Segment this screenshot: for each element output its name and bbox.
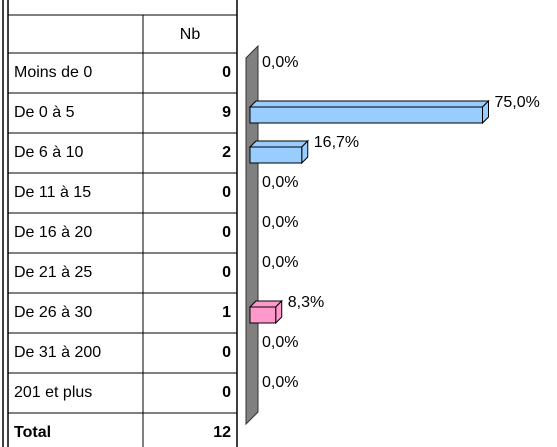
row-label: De 26 à 30 (14, 304, 92, 321)
row-count: 0 (222, 64, 231, 81)
row-count: 1 (222, 304, 231, 321)
row-label: De 6 à 10 (14, 144, 83, 161)
value-label: 0,0% (262, 334, 298, 351)
bar-top (248, 100, 490, 108)
row-label: Total (14, 424, 51, 441)
chart-wall (245, 44, 259, 426)
row-label: De 0 à 5 (14, 104, 75, 121)
value-label: 0,0% (262, 214, 298, 231)
value-label: 0,0% (262, 174, 298, 191)
bar-top (248, 140, 309, 148)
row-count: 9 (222, 104, 231, 121)
row-count: 0 (222, 224, 231, 241)
row-count: 2 (222, 144, 231, 161)
value-label: 8,3% (288, 294, 324, 311)
value-label: 75,0% (495, 94, 540, 111)
row-label: Moins de 0 (14, 64, 92, 81)
row-count: 12 (213, 424, 231, 441)
row-label: De 11 à 15 (14, 184, 91, 201)
row-count: 0 (222, 264, 231, 281)
row-count: 0 (222, 344, 231, 361)
value-label: 0,0% (262, 374, 298, 391)
row-label: 201 et plus (14, 384, 92, 401)
value-label: 0,0% (262, 54, 298, 71)
header: Nb (180, 26, 201, 43)
value-label: 16,7% (314, 134, 359, 151)
row-label: De 31 à 200 (14, 344, 101, 361)
row-count: 0 (222, 184, 231, 201)
bar (249, 146, 303, 164)
row-count: 0 (222, 384, 231, 401)
bar (249, 306, 277, 324)
row-label: De 21 à 25 (14, 264, 92, 281)
bar (249, 106, 483, 124)
row-label: De 16 à 20 (14, 224, 92, 241)
value-label: 0,0% (262, 254, 298, 271)
